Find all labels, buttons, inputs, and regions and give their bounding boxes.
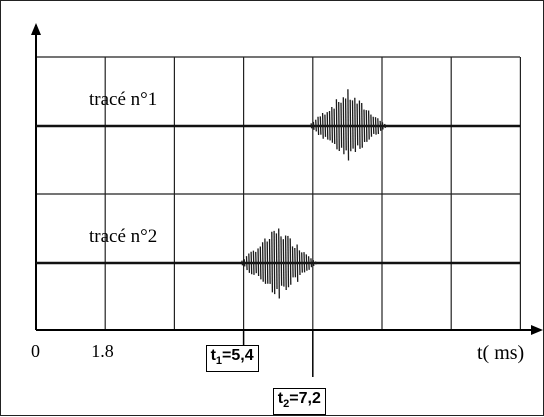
burst-spike <box>342 97 345 155</box>
burst-spike <box>284 235 287 291</box>
burst-spike <box>379 120 382 131</box>
burst-spike <box>307 256 310 270</box>
annotation-t1-value: =5,4 <box>222 347 254 364</box>
burst-spike <box>264 238 267 284</box>
burst-spike <box>321 112 324 139</box>
labels: 0 1.8 t( ms) tracé n°1 tracé n°2 <box>31 89 524 364</box>
burst-spike <box>273 230 276 295</box>
x-axis-arrow <box>531 325 543 335</box>
burst-spike <box>248 253 251 273</box>
burst-spike <box>374 117 377 135</box>
burst-spike <box>333 108 336 144</box>
burst-spike <box>349 99 352 152</box>
burst-spike <box>252 250 255 275</box>
annotation-t2: t2=7,2 <box>272 388 326 416</box>
traces <box>36 89 520 299</box>
burst-spike <box>312 259 315 266</box>
burst-spike <box>344 98 347 151</box>
burst-spike <box>278 228 280 299</box>
burst-spike <box>372 116 375 134</box>
burst-spike <box>261 242 264 282</box>
burst-spike <box>335 99 338 150</box>
burst-spike <box>365 110 368 142</box>
burst-spike <box>243 259 246 267</box>
burst-spike <box>296 244 299 282</box>
annotation-t1-subscript: 1 <box>215 355 223 368</box>
burst-spike <box>310 123 313 129</box>
trace-label: tracé n°2 <box>89 226 157 247</box>
burst-spike <box>268 238 271 284</box>
burst-spike <box>324 114 327 137</box>
burst-spike <box>259 246 262 280</box>
burst-spike <box>298 250 301 276</box>
burst-spike <box>241 260 244 266</box>
axes <box>31 23 543 377</box>
burst-spike <box>347 89 350 161</box>
burst-spike <box>381 122 384 130</box>
burst-spike <box>271 231 274 293</box>
burst-spike <box>340 102 343 148</box>
burst-spike <box>289 238 292 285</box>
burst-spike <box>255 251 257 274</box>
burst-spike <box>338 101 340 152</box>
burst-spike <box>266 241 269 284</box>
annotation-t1-symbol: t <box>210 347 216 364</box>
annotation-t2-subscript: 2 <box>283 398 290 411</box>
burst-spike <box>363 109 366 142</box>
burst-spike <box>328 110 331 141</box>
burst-spike <box>331 107 334 143</box>
signal-burst <box>241 228 317 299</box>
burst-spike <box>317 116 320 135</box>
burst-spike <box>280 236 283 286</box>
burst-spike <box>326 112 329 140</box>
burst-spike <box>351 100 354 149</box>
burst-spike <box>370 114 373 137</box>
burst-spike <box>356 103 359 146</box>
burst-spike <box>282 239 285 287</box>
burst-spike <box>257 248 260 277</box>
burst-spike <box>250 251 253 275</box>
x-tick-label: 0 <box>31 341 40 361</box>
signal-burst <box>310 89 386 161</box>
burst-spike <box>301 252 303 273</box>
y-axis-arrow <box>31 23 41 35</box>
burst-spike <box>310 258 313 268</box>
burst-spike <box>319 116 322 135</box>
burst-spike <box>358 100 361 149</box>
burst-spike <box>361 102 363 148</box>
trace-label: tracé n°1 <box>89 89 157 110</box>
burst-spike <box>354 97 357 152</box>
burst-spike <box>315 119 317 132</box>
burst-spike <box>367 110 370 140</box>
burst-spike <box>312 121 315 130</box>
burst-spike <box>275 233 278 289</box>
annotation-t2-symbol: t <box>277 390 284 407</box>
burst-spike <box>245 256 248 271</box>
annotation-t1: t1=5,4 <box>205 345 259 373</box>
burst-spike <box>291 246 294 278</box>
burst-spike <box>384 123 386 129</box>
x-tick-label: 1.8 <box>91 341 114 361</box>
burst-spike <box>377 118 380 135</box>
burst-spike <box>314 261 317 265</box>
burst-spike <box>305 254 308 271</box>
burst-spike <box>303 252 306 273</box>
annotation-t2-value: =7,2 <box>289 390 321 407</box>
burst-spike <box>294 248 297 278</box>
burst-spike <box>287 235 290 288</box>
x-axis-label: t( ms) <box>477 342 524 364</box>
